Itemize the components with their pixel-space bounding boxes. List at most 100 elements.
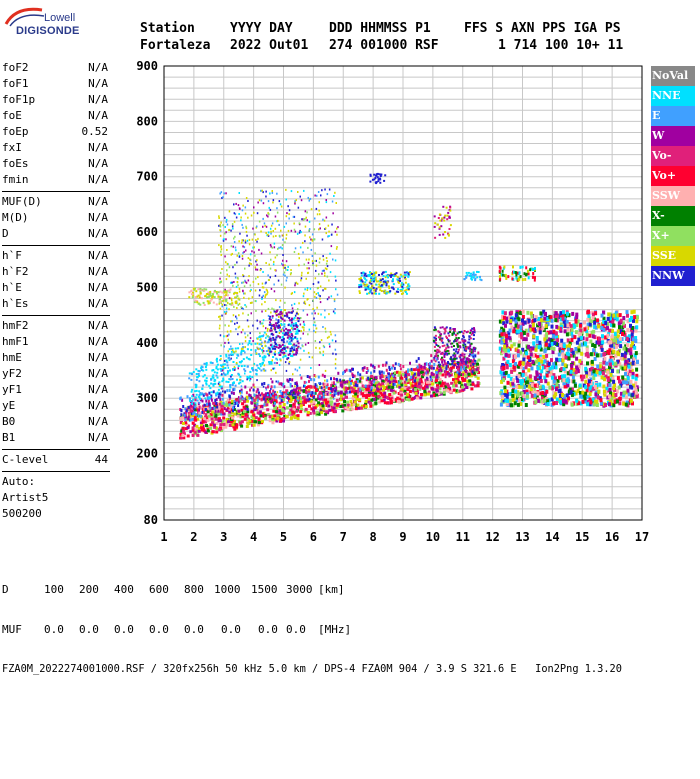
- echo-point: [334, 192, 336, 194]
- echo-point: [442, 382, 445, 385]
- echo-point: [243, 297, 245, 299]
- echo-point: [273, 345, 275, 347]
- echo-point: [198, 430, 201, 433]
- echo-point: [293, 323, 295, 325]
- echo-point: [433, 359, 435, 361]
- echo-point: [257, 238, 259, 240]
- echo-point: [473, 328, 475, 330]
- echo-point: [299, 222, 301, 224]
- echo-point: [232, 406, 234, 409]
- echo-point: [253, 384, 255, 387]
- echo-point: [384, 292, 386, 294]
- echo-point: [235, 247, 237, 249]
- echo-point: [253, 251, 255, 253]
- echo-point: [270, 268, 272, 270]
- echo-point: [247, 334, 249, 336]
- echo-point: [389, 290, 391, 292]
- echo-point: [236, 286, 238, 288]
- echo-point: [285, 328, 287, 330]
- echo-point: [259, 295, 261, 297]
- echo-point: [596, 318, 599, 322]
- echo-point: [242, 343, 244, 345]
- echo-point: [277, 248, 279, 250]
- echo-point: [328, 231, 330, 233]
- echo-point: [459, 331, 461, 333]
- echo-point: [357, 404, 360, 407]
- echo-point: [446, 383, 449, 386]
- echo-point: [196, 379, 198, 381]
- echo-point: [408, 272, 410, 274]
- echo-point: [431, 382, 434, 385]
- echo-point: [405, 282, 407, 284]
- echo-point: [332, 201, 334, 203]
- echo-point: [393, 288, 395, 290]
- echo-point: [354, 400, 357, 403]
- echo-point: [567, 348, 570, 352]
- echo-point: [376, 284, 378, 286]
- echo-point: [231, 417, 234, 420]
- echo-point: [300, 338, 302, 340]
- echo-point: [323, 396, 325, 399]
- echo-point: [473, 347, 475, 349]
- echo-point: [374, 392, 377, 395]
- echo-point: [242, 227, 244, 229]
- echo-point: [236, 307, 238, 309]
- echo-point: [243, 251, 245, 253]
- echo-point: [380, 392, 383, 395]
- echo-point: [283, 403, 286, 406]
- echo-point: [289, 209, 291, 211]
- echo-point: [230, 346, 232, 348]
- echo-point: [449, 391, 452, 394]
- echo-point: [434, 355, 436, 357]
- echo-point: [330, 331, 332, 333]
- echo-point: [288, 343, 290, 345]
- echo-point: [308, 197, 310, 199]
- echo-point: [327, 404, 330, 407]
- echo-point: [526, 311, 529, 315]
- echo-point: [307, 395, 309, 398]
- echo-point: [195, 368, 197, 370]
- echo-point: [357, 373, 359, 376]
- echo-point: [245, 213, 247, 215]
- echo-point: [287, 205, 289, 207]
- echo-point: [262, 356, 264, 358]
- echo-point: [210, 293, 212, 295]
- echo-point: [292, 394, 294, 397]
- echo-point: [294, 416, 297, 419]
- echo-point: [195, 384, 197, 386]
- echo-point: [272, 190, 274, 192]
- echo-point: [360, 286, 362, 288]
- echo-point: [304, 385, 306, 387]
- echo-point: [612, 324, 615, 328]
- echo-point: [272, 337, 274, 339]
- echo-point: [224, 296, 226, 298]
- echo-point: [325, 328, 327, 330]
- echo-point: [228, 354, 230, 356]
- echo-point: [220, 222, 222, 224]
- echo-point: [254, 234, 256, 236]
- echo-point: [293, 223, 295, 225]
- echo-point: [276, 362, 278, 364]
- echo-point: [262, 271, 264, 273]
- echo-point: [228, 367, 230, 369]
- echo-point: [289, 404, 292, 407]
- echo-point: [289, 400, 292, 403]
- echo-point: [218, 225, 220, 227]
- echo-point: [217, 410, 219, 413]
- echo-point: [433, 340, 435, 342]
- echo-point: [357, 380, 359, 383]
- echo-point: [242, 290, 244, 292]
- echo-point: [242, 239, 244, 241]
- echo-point: [295, 315, 297, 317]
- echo-point: [284, 275, 286, 277]
- echo-point: [271, 225, 273, 227]
- echo-point: [322, 219, 324, 221]
- echo-point: [184, 414, 186, 417]
- echo-point: [319, 395, 321, 398]
- echo-point: [270, 259, 272, 261]
- echo-point: [529, 268, 531, 271]
- echo-point: [531, 394, 534, 398]
- echo-point: [325, 288, 327, 290]
- echo-point: [210, 383, 212, 385]
- echo-point: [305, 210, 307, 212]
